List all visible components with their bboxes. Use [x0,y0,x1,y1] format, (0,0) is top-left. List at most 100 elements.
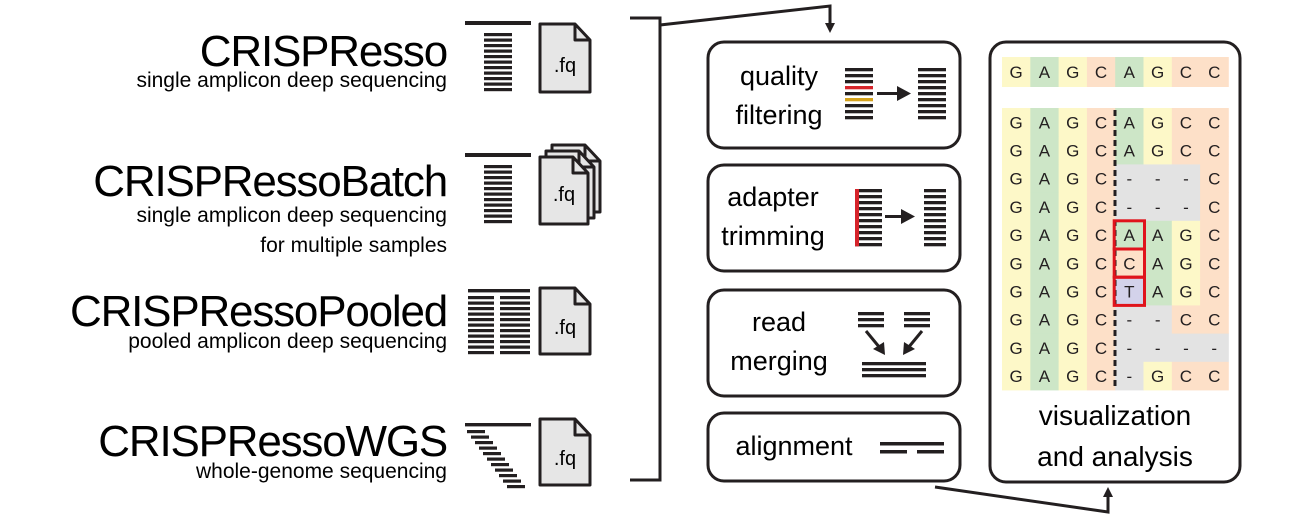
nucleotide-label: - [1155,170,1161,189]
allele-base: C [1200,305,1229,334]
nucleotide-label: - [1155,311,1161,330]
nucleotide-label: A [1039,63,1051,82]
nucleotide-label: - [1155,198,1161,217]
whole-genome-reads-icon [465,423,531,489]
nucleotide-label: G [1066,311,1079,330]
nucleotide-label: C [1180,113,1192,132]
nucleotide-label: A [1152,283,1164,302]
tool-crispressopooled: CRISPRessoPooled pooled amplicon deep se… [70,287,448,353]
step-label-line: alignment [735,431,853,461]
tool-name-crispresso: CRISPResso [200,27,447,76]
allele-base: G [1171,249,1201,278]
nucleotide-label: A [1124,142,1136,161]
allele-base: - [1200,333,1229,363]
nucleotide-label: G [1151,367,1164,386]
nucleotide-label: A [1039,367,1051,386]
tool-name-crispressowgs: CRISPRessoWGS [98,417,447,466]
nucleotide-label: G [1010,170,1023,189]
allele-base: C [1200,192,1229,222]
allele-base: A [1030,136,1059,165]
single-amplicon-reads-icon [465,21,531,92]
allele-base: T [1115,277,1144,306]
allele-base: G [1058,108,1088,137]
allele-base: G [1058,164,1088,193]
tool-list: CRISPResso single amplicon deep sequenci… [70,27,448,483]
reference-base: G [1058,57,1088,87]
nucleotide-label: - [1183,170,1189,189]
nucleotide-label: A [1039,283,1051,302]
allele-base: G [1058,249,1088,278]
quality-filter-icon [845,68,946,120]
allele-base: - [1143,305,1173,334]
allele-base: A [1030,220,1059,250]
nucleotide-label: C [1095,339,1107,358]
allele-base: C [1200,220,1229,250]
fastq-file-icon: .fq [538,22,592,94]
reference-base: G [1143,57,1173,87]
tool-desc-crispresso: single amplicon deep sequencing [136,69,447,92]
reference-base: C [1086,57,1116,87]
nucleotide-label: C [1208,170,1220,189]
nucleotide-label: G [1151,142,1164,161]
nucleotide-label: - [1127,170,1133,189]
nucleotide-label: C [1208,367,1220,386]
nucleotide-label: G [1010,367,1023,386]
allele-base: G [1058,136,1088,165]
allele-base: G [1002,305,1031,334]
arrow-to-visualization [934,485,1113,514]
allele-base: - [1115,164,1144,193]
allele-base: C [1200,164,1229,193]
nucleotide-label: G [1010,311,1023,330]
allele-base: G [1058,192,1088,222]
nucleotide-label: - [1183,198,1189,217]
allele-base: - [1115,333,1144,363]
allele-base: - [1171,164,1201,193]
allele-base: G [1171,220,1201,250]
nucleotide-label: C [1095,198,1107,217]
allele-base: G [1002,249,1031,278]
allele-base: G [1058,333,1088,363]
allele-base: A [1030,192,1059,222]
nucleotide-label: A [1124,226,1136,245]
allele-base: G [1058,305,1088,334]
read-icons [465,21,531,489]
nucleotide-label: G [1066,339,1079,358]
reference-base: A [1030,57,1059,87]
nucleotide-label: A [1039,254,1051,273]
allele-base: C [1086,333,1116,363]
allele-base: A [1030,108,1059,137]
allele-base: C [1171,108,1201,137]
allele-base: G [1002,220,1031,250]
nucleotide-label: G [1010,339,1023,358]
fastq-file-label: .fq [554,317,576,339]
nucleotide-label: - [1211,339,1217,358]
nucleotide-label: A [1039,339,1051,358]
nucleotide-label: A [1152,226,1164,245]
nucleotide-label: G [1151,113,1164,132]
nucleotide-label: G [1179,254,1192,273]
tool-desc-crispressobatch-line1: single amplicon deep sequencing [136,204,447,227]
nucleotide-label: A [1152,254,1164,273]
processing-steps: quality filtering adapter trimming [706,40,962,483]
flow-connectors [630,4,1113,514]
allele-base: C [1086,220,1116,250]
allele-base: G [1058,361,1088,391]
nucleotide-label: A [1039,113,1051,132]
reference-base: G [1002,57,1031,87]
visualization-label-line: visualization [1039,400,1192,431]
step-alignment: alignment [706,411,962,483]
insertion-box [1112,275,1146,307]
allele-base: C [1086,277,1116,306]
allele-base: G [1058,277,1088,306]
step-label-line: trimming [721,221,825,251]
allele-base: C [1171,361,1201,391]
adapter-trim-icon [855,189,946,247]
nucleotide-label: G [1066,198,1079,217]
nucleotide-label: G [1066,254,1079,273]
nucleotide-label: A [1124,113,1136,132]
tool-name-crispressopooled: CRISPRessoPooled [70,287,447,336]
